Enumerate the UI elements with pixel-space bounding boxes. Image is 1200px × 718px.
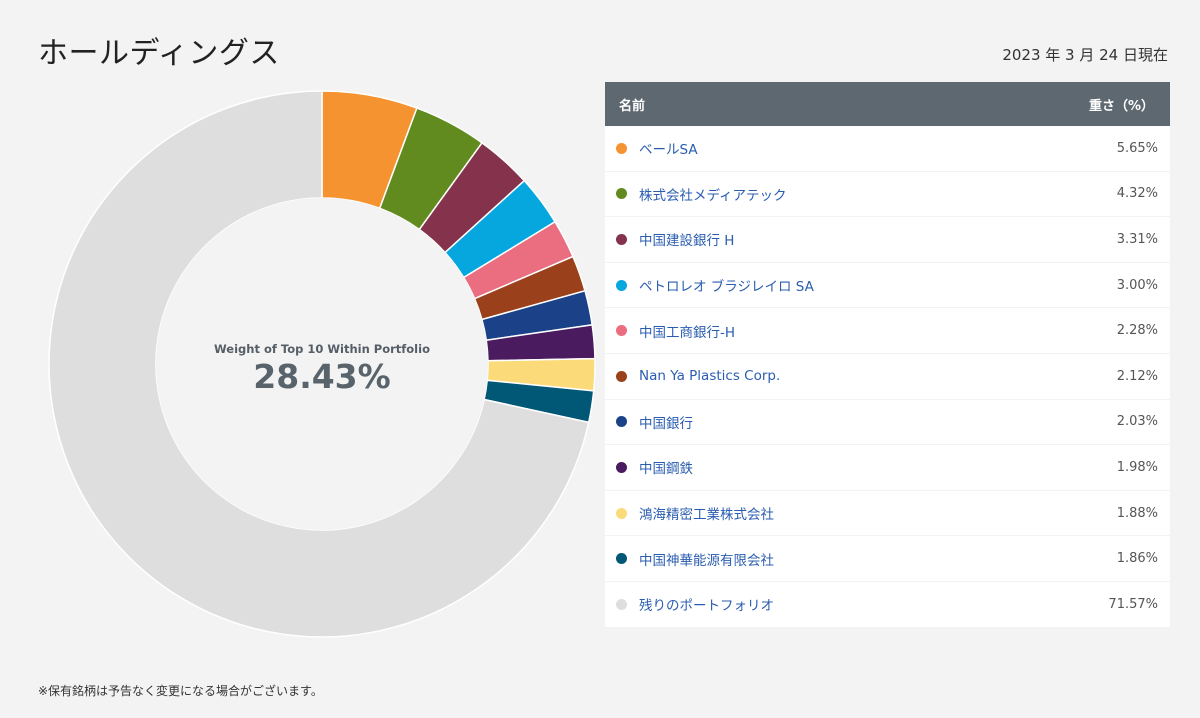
holding-weight: 1.86% xyxy=(1116,551,1158,567)
row-label-group: 鴻海精密工業株式会社 xyxy=(616,503,774,523)
column-header-name: 名前 xyxy=(619,98,646,114)
holding-name[interactable]: ペトロレオ ブラジレイロ SA xyxy=(639,279,814,296)
holding-weight: 71.57% xyxy=(1108,596,1158,612)
row-label-group: 中国銀行 xyxy=(616,412,693,432)
row-label-group: 中国神華能源有限会社 xyxy=(616,549,774,569)
holding-weight: 2.03% xyxy=(1116,414,1158,430)
legend-dot-icon xyxy=(616,188,627,200)
holding-name[interactable]: 中国鋼鉄 xyxy=(639,461,693,478)
holding-name[interactable]: 中国建設銀行 H xyxy=(639,233,735,250)
holding-name[interactable]: 中国神華能源有限会社 xyxy=(639,552,774,569)
holding-name[interactable]: 残りのポートフォリオ xyxy=(639,598,774,615)
legend-dot-icon xyxy=(616,370,627,382)
holding-weight: 1.88% xyxy=(1116,505,1158,521)
legend-dot-icon xyxy=(616,142,627,154)
column-header-weight: 重さ（%） xyxy=(1088,98,1154,114)
row-label-group: 中国鋼鉄 xyxy=(616,457,693,477)
holding-weight: 4.32% xyxy=(1116,186,1158,202)
legend-dot-icon xyxy=(616,325,627,337)
row-label-group: ペトロレオ ブラジレイロ SA xyxy=(616,275,814,295)
holding-name[interactable]: 中国銀行 xyxy=(639,415,693,432)
legend-dot-icon xyxy=(616,461,627,473)
holding-weight: 2.12% xyxy=(1116,368,1158,384)
row-label-group: ベールSA xyxy=(616,138,698,158)
center-caption: Weight of Top 10 Within Portfolio xyxy=(214,342,430,356)
table-row: 中国神華能源有限会社 1.86% xyxy=(605,536,1170,582)
holdings-donut-chart: Weight of Top 10 Within Portfolio 28.43% xyxy=(48,90,596,638)
table-header: 名前 重さ（%） xyxy=(605,82,1170,126)
table-row: 残りのポートフォリオ 71.57% xyxy=(605,581,1170,628)
table-row: 鴻海精密工業株式会社 1.88% xyxy=(605,490,1170,537)
table-row: ペトロレオ ブラジレイロ SA 3.00% xyxy=(605,262,1170,309)
legend-dot-icon xyxy=(616,416,627,428)
holding-name[interactable]: ベールSA xyxy=(639,142,698,159)
holding-name[interactable]: 中国工商銀行-H xyxy=(639,324,736,341)
holding-weight: 2.28% xyxy=(1116,323,1158,339)
table-row: 中国銀行 2.03% xyxy=(605,399,1170,446)
table-row: 株式会社メディアテック 4.32% xyxy=(605,171,1170,218)
holding-weight: 5.65% xyxy=(1116,140,1158,156)
table-row: Nan Ya Plastics Corp. 2.12% xyxy=(605,353,1170,400)
table-row: 中国建設銀行 H 3.31% xyxy=(605,217,1170,263)
row-label-group: 中国建設銀行 H xyxy=(616,229,734,249)
holding-weight: 1.98% xyxy=(1116,459,1158,475)
row-label-group: 中国工商銀行-H xyxy=(616,321,735,341)
table-body: ベールSA 5.65% 株式会社メディアテック 4.32% 中国建設銀行 H 3.31% ペ… xyxy=(605,126,1170,628)
center-value: 28.43% xyxy=(253,357,390,396)
footnote: ※保有銘柄は予告なく変更になる場合がございます。 xyxy=(38,684,323,698)
holdings-table: 名前 重さ（%） ベールSA 5.65% 株式会社メディアテック 4.32% 中国建設銀… xyxy=(605,82,1170,628)
row-label-group: 株式会社メディアテック xyxy=(616,184,787,204)
holding-weight: 3.00% xyxy=(1116,277,1158,293)
donut-svg: Weight of Top 10 Within Portfolio 28.43% xyxy=(48,90,596,638)
legend-dot-icon xyxy=(616,279,627,291)
legend-dot-icon xyxy=(616,553,627,565)
legend-dot-icon xyxy=(616,507,627,519)
table-row: 中国鋼鉄 1.98% xyxy=(605,445,1170,491)
row-label-group: Nan Ya Plastics Corp. xyxy=(616,368,780,384)
table-row: 中国工商銀行-H 2.28% xyxy=(605,308,1170,354)
holding-name[interactable]: Nan Ya Plastics Corp. xyxy=(639,368,781,385)
donut-hole xyxy=(156,198,488,530)
table-row: ベールSA 5.65% xyxy=(605,126,1170,172)
holding-name[interactable]: 鴻海精密工業株式会社 xyxy=(639,507,774,524)
holding-weight: 3.31% xyxy=(1116,231,1158,247)
row-label-group: 残りのポートフォリオ xyxy=(616,594,774,614)
as-of-date: 2023 年 3 月 24 日現在 xyxy=(1002,46,1168,64)
legend-dot-icon xyxy=(616,233,627,245)
page-title: ホールディングス xyxy=(38,36,280,71)
holding-name[interactable]: 株式会社メディアテック xyxy=(639,187,787,204)
legend-dot-icon xyxy=(616,598,627,610)
